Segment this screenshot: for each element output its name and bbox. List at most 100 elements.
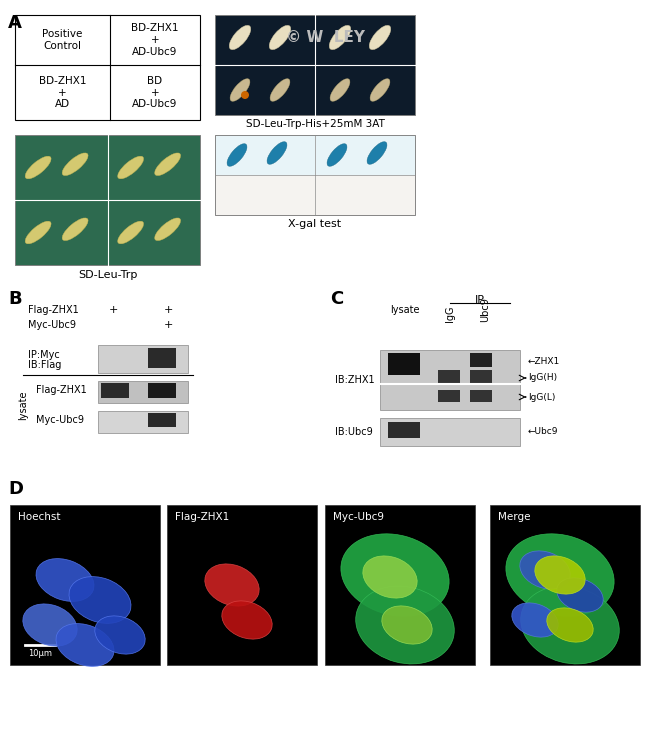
Ellipse shape (69, 577, 131, 624)
Bar (315, 175, 415, 215)
Bar (438, 370, 460, 385)
Text: ←Ubc9: ←Ubc9 (528, 428, 558, 436)
Bar (107, 135, 200, 200)
Text: B: B (8, 290, 21, 308)
Ellipse shape (382, 606, 432, 644)
Text: BD
+
AD-Ubc9: BD + AD-Ubc9 (133, 76, 177, 109)
Ellipse shape (547, 608, 593, 642)
Bar (388, 353, 420, 375)
Bar (215, 15, 315, 65)
Bar (315, 65, 415, 115)
Bar (215, 175, 315, 215)
Bar (15, 200, 107, 265)
Ellipse shape (270, 79, 290, 102)
Text: BD-ZHX1
+
AD-Ubc9: BD-ZHX1 + AD-Ubc9 (131, 23, 179, 56)
Ellipse shape (512, 603, 558, 637)
Ellipse shape (521, 586, 619, 664)
Text: IB:Flag: IB:Flag (28, 360, 61, 370)
Bar (325, 505, 475, 665)
Bar (380, 350, 520, 410)
Bar (148, 413, 176, 427)
Text: X-gal test: X-gal test (289, 219, 341, 229)
Text: A: A (8, 14, 22, 32)
Text: IgG: IgG (445, 306, 455, 322)
Bar (315, 135, 415, 175)
Bar (490, 505, 640, 665)
Bar (215, 135, 315, 175)
Text: IgG(H): IgG(H) (528, 374, 557, 382)
Text: Myc-Ubc9: Myc-Ubc9 (28, 320, 76, 330)
Ellipse shape (23, 604, 77, 646)
Text: Flag-ZHX1: Flag-ZHX1 (175, 512, 229, 522)
Text: © W  LEY: © W LEY (285, 30, 365, 45)
Text: 10μm: 10μm (28, 648, 52, 657)
Text: +: + (163, 320, 173, 330)
Bar (470, 370, 492, 385)
Ellipse shape (62, 218, 88, 240)
Ellipse shape (25, 221, 51, 244)
Ellipse shape (330, 26, 351, 50)
Text: IB:ZHX1: IB:ZHX1 (335, 375, 374, 385)
Text: ←ZHX1: ←ZHX1 (528, 357, 560, 366)
Ellipse shape (227, 144, 247, 167)
Ellipse shape (229, 26, 251, 50)
Ellipse shape (267, 142, 287, 164)
Text: Merge: Merge (498, 512, 530, 522)
Ellipse shape (369, 26, 391, 50)
Ellipse shape (155, 153, 181, 175)
Text: Ubc9: Ubc9 (480, 297, 490, 322)
Bar (215, 135, 415, 215)
Bar (15, 135, 200, 265)
Text: IgG(L): IgG(L) (528, 393, 555, 401)
Ellipse shape (62, 153, 88, 175)
Text: Hoechst: Hoechst (18, 512, 60, 522)
Bar (15, 135, 107, 200)
Bar (167, 505, 317, 665)
Bar (470, 353, 492, 367)
Ellipse shape (370, 79, 390, 102)
Text: BD-ZHX1
+
AD: BD-ZHX1 + AD (39, 76, 86, 109)
Ellipse shape (520, 551, 570, 589)
Bar (438, 390, 460, 402)
Text: IP: IP (475, 295, 485, 305)
Text: +: + (109, 305, 118, 315)
Ellipse shape (269, 26, 291, 50)
Ellipse shape (506, 534, 614, 616)
Ellipse shape (341, 534, 449, 616)
Ellipse shape (36, 558, 94, 602)
Bar (98, 345, 188, 373)
Text: Flag-ZHX1: Flag-ZHX1 (36, 385, 86, 395)
Bar (215, 15, 415, 115)
Bar (315, 15, 415, 65)
Ellipse shape (327, 144, 347, 167)
Bar (101, 383, 129, 398)
Ellipse shape (155, 218, 181, 240)
Ellipse shape (25, 156, 51, 179)
Bar (10, 505, 160, 665)
Text: Myc-Ubc9: Myc-Ubc9 (36, 415, 84, 425)
Bar (380, 418, 520, 446)
Text: Flag-ZHX1: Flag-ZHX1 (28, 305, 79, 315)
Text: SD-Leu-Trp-His+25mM 3AT: SD-Leu-Trp-His+25mM 3AT (246, 119, 384, 129)
Bar (98, 381, 188, 403)
Ellipse shape (330, 79, 350, 102)
Bar (470, 390, 492, 402)
Text: lysate: lysate (18, 390, 28, 420)
Ellipse shape (363, 556, 417, 598)
Text: Myc-Ubc9: Myc-Ubc9 (333, 512, 384, 522)
Bar (388, 422, 420, 438)
Text: Positive
Control: Positive Control (42, 29, 83, 50)
Ellipse shape (56, 624, 114, 667)
Ellipse shape (118, 221, 144, 244)
Text: +: + (163, 305, 173, 315)
Ellipse shape (230, 79, 250, 102)
Text: lysate: lysate (390, 305, 420, 315)
Bar (148, 348, 176, 368)
Bar (107, 200, 200, 265)
Text: SD-Leu-Trp: SD-Leu-Trp (78, 270, 137, 280)
Circle shape (241, 91, 249, 99)
Bar (15, 15, 200, 120)
Bar (98, 411, 188, 433)
Ellipse shape (118, 156, 144, 179)
Ellipse shape (557, 578, 603, 612)
